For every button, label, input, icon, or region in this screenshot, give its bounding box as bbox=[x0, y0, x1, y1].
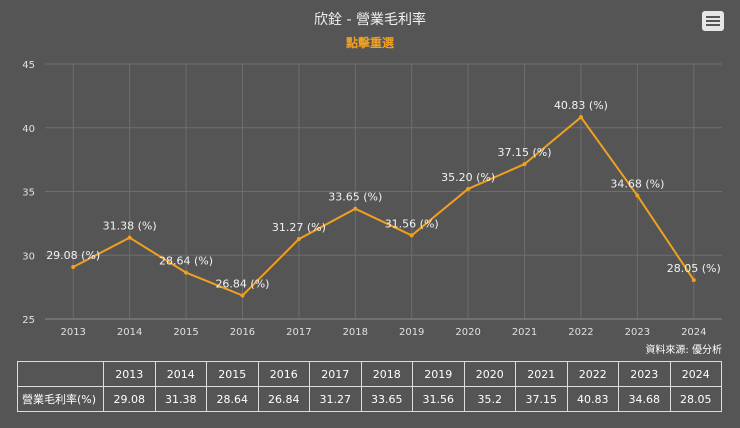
x-tick-label: 2013 bbox=[60, 327, 85, 338]
y-tick-label: 45 bbox=[22, 60, 35, 71]
y-tick-label: 30 bbox=[22, 251, 35, 262]
table-cell: 33.65 bbox=[360, 386, 413, 412]
table-cell: 28.64 bbox=[206, 386, 259, 412]
table-header-cell: 2019 bbox=[412, 361, 465, 387]
y-tick-label: 40 bbox=[22, 124, 35, 135]
table-header-cell: 2016 bbox=[257, 361, 310, 387]
x-tick-label: 2018 bbox=[343, 327, 368, 338]
hamburger-menu-icon[interactable] bbox=[702, 11, 724, 31]
y-tick-label: 25 bbox=[22, 315, 35, 326]
data-label: 31.27 (%) bbox=[272, 221, 326, 234]
table-cell: 40.83 bbox=[566, 386, 619, 412]
y-tick-label: 35 bbox=[22, 188, 35, 199]
x-tick-label: 2015 bbox=[173, 327, 198, 338]
table-header-cell: 2021 bbox=[515, 361, 568, 387]
table-header-row: 2013 2014 2015 2016 2017 2018 2019 2020 … bbox=[17, 361, 722, 387]
table-cell: 37.15 bbox=[515, 386, 568, 412]
reselect-link[interactable]: 點擊重選 bbox=[345, 36, 394, 50]
table-header-cell: 2022 bbox=[566, 361, 619, 387]
data-point bbox=[71, 264, 76, 269]
series-line bbox=[72, 115, 695, 297]
data-point bbox=[635, 193, 640, 198]
data-point bbox=[466, 186, 471, 191]
table-row: 營業毛利率(%) 29.08 31.38 28.64 26.84 31.27 3… bbox=[17, 386, 722, 412]
data-point bbox=[522, 162, 527, 167]
data-point bbox=[184, 270, 189, 275]
table-cell: 31.27 bbox=[309, 386, 362, 412]
table-cell: 35.2 bbox=[463, 386, 516, 412]
x-tick-label: 2024 bbox=[681, 327, 706, 338]
data-label: 33.65 (%) bbox=[328, 191, 382, 204]
table-header-cell bbox=[17, 361, 104, 387]
data-label: 35.20 (%) bbox=[441, 171, 495, 184]
x-tick-label: 2019 bbox=[399, 327, 424, 338]
table-cell: 28.05 bbox=[669, 386, 722, 412]
data-label: 29.08 (%) bbox=[46, 249, 100, 262]
data-point bbox=[296, 237, 301, 242]
data-point bbox=[409, 233, 414, 238]
table-row-label: 營業毛利率(%) bbox=[17, 386, 104, 412]
x-tick-label: 2017 bbox=[286, 327, 311, 338]
data-point bbox=[353, 206, 358, 211]
x-tick-label: 2021 bbox=[512, 327, 537, 338]
chart-title: 欣銓 - 營業毛利率 bbox=[314, 12, 426, 28]
table-cell: 31.56 bbox=[412, 386, 465, 412]
data-label: 37.15 (%) bbox=[498, 146, 552, 159]
x-tick-label: 2020 bbox=[455, 327, 480, 338]
data-label: 28.64 (%) bbox=[159, 255, 213, 268]
table-cell: 34.68 bbox=[618, 386, 671, 412]
x-tick-label: 2016 bbox=[230, 327, 255, 338]
data-point bbox=[691, 278, 696, 283]
table-header-cell: 2018 bbox=[360, 361, 413, 387]
data-label: 26.84 (%) bbox=[215, 278, 269, 291]
x-tick-label: 2022 bbox=[568, 327, 593, 338]
table-header-cell: 2024 bbox=[669, 361, 722, 387]
table-header-cell: 2015 bbox=[206, 361, 259, 387]
table-header-cell: 2014 bbox=[154, 361, 207, 387]
data-table: 2013 2014 2015 2016 2017 2018 2019 2020 … bbox=[17, 361, 722, 412]
data-point bbox=[240, 293, 245, 298]
data-point bbox=[127, 235, 132, 240]
table-header-cell: 2013 bbox=[103, 361, 156, 387]
table-cell: 29.08 bbox=[103, 386, 156, 412]
data-label: 28.05 (%) bbox=[667, 262, 721, 275]
table-header-cell: 2023 bbox=[618, 361, 671, 387]
data-source: 資料來源: 優分析 bbox=[645, 345, 722, 356]
table-cell: 26.84 bbox=[257, 386, 310, 412]
data-point bbox=[578, 115, 583, 120]
data-label: 31.38 (%) bbox=[103, 220, 157, 233]
table-cell: 31.38 bbox=[154, 386, 207, 412]
data-label: 34.68 (%) bbox=[610, 178, 664, 191]
table-header-cell: 2017 bbox=[309, 361, 362, 387]
x-tick-label: 2014 bbox=[117, 327, 142, 338]
data-label: 40.83 (%) bbox=[554, 99, 608, 112]
x-tick-label: 2023 bbox=[625, 327, 650, 338]
data-label: 31.56 (%) bbox=[385, 217, 439, 230]
table-header-cell: 2020 bbox=[463, 361, 516, 387]
